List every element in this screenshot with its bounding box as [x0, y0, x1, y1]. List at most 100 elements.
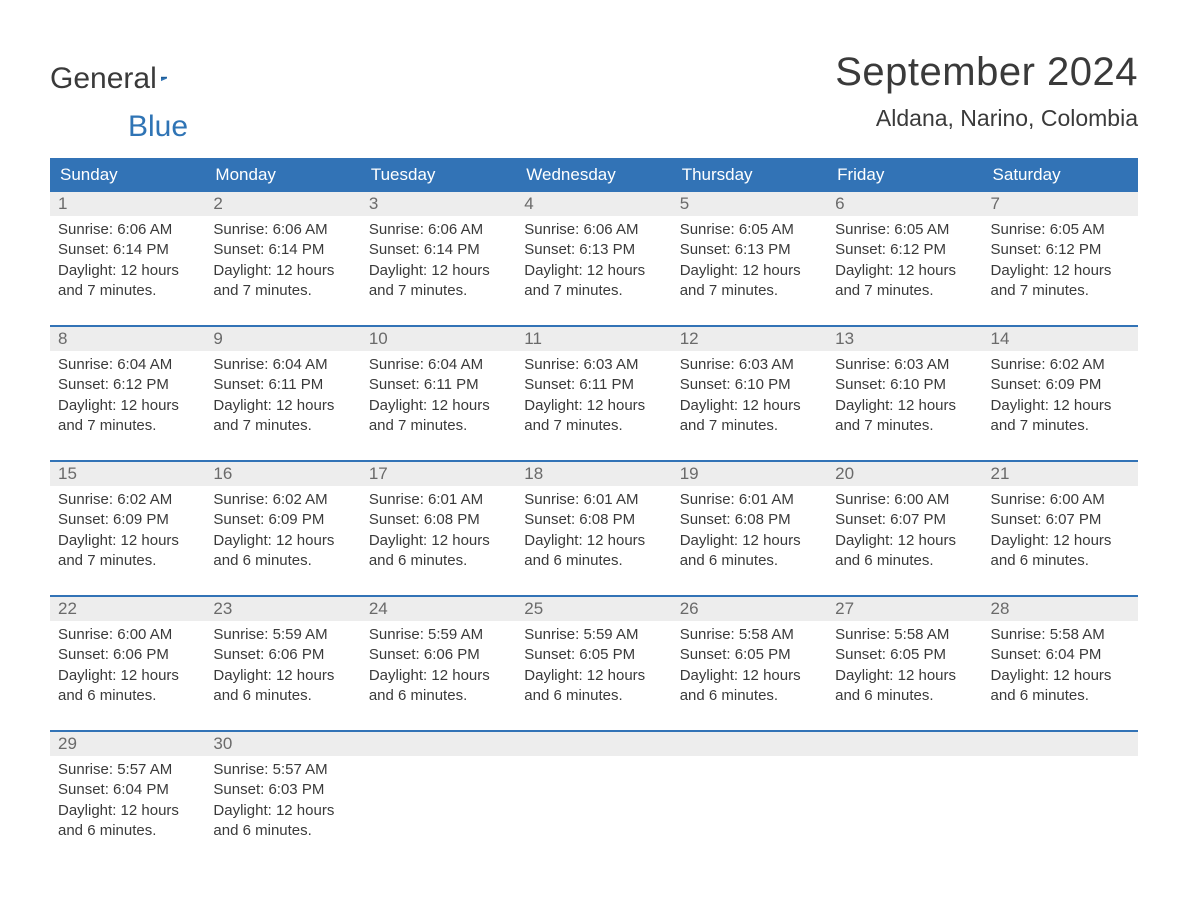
sunrise-text: Sunrise: 6:06 AM	[58, 220, 197, 240]
day-number: 11	[516, 327, 671, 351]
day-number: 5	[672, 192, 827, 216]
day-number: 14	[983, 327, 1138, 351]
day-number: 24	[361, 597, 516, 621]
day-cell: Sunrise: 6:00 AMSunset: 6:07 PMDaylight:…	[983, 486, 1138, 591]
daylight-text-1: Daylight: 12 hours	[369, 531, 508, 551]
sunrise-text: Sunrise: 6:02 AM	[58, 490, 197, 510]
day-number	[516, 732, 671, 756]
daylight-text-2: and 7 minutes.	[524, 281, 663, 301]
daylight-text-1: Daylight: 12 hours	[680, 666, 819, 686]
daylight-text-1: Daylight: 12 hours	[369, 261, 508, 281]
daylight-text-1: Daylight: 12 hours	[213, 531, 352, 551]
day-content-row: Sunrise: 6:02 AMSunset: 6:09 PMDaylight:…	[50, 486, 1138, 591]
sunset-text: Sunset: 6:12 PM	[835, 240, 974, 260]
day-number: 1	[50, 192, 205, 216]
daylight-text-1: Daylight: 12 hours	[991, 396, 1130, 416]
sunset-text: Sunset: 6:10 PM	[680, 375, 819, 395]
day-cell: Sunrise: 5:59 AMSunset: 6:06 PMDaylight:…	[205, 621, 360, 726]
daylight-text-1: Daylight: 12 hours	[213, 396, 352, 416]
day-cell: Sunrise: 6:06 AMSunset: 6:14 PMDaylight:…	[361, 216, 516, 321]
sunrise-text: Sunrise: 6:01 AM	[680, 490, 819, 510]
brand-logo: General	[50, 50, 195, 96]
daylight-text-2: and 7 minutes.	[680, 281, 819, 301]
daylight-text-1: Daylight: 12 hours	[369, 666, 508, 686]
sunset-text: Sunset: 6:06 PM	[213, 645, 352, 665]
day-cell: Sunrise: 6:05 AMSunset: 6:12 PMDaylight:…	[827, 216, 982, 321]
day-cell: Sunrise: 6:03 AMSunset: 6:11 PMDaylight:…	[516, 351, 671, 456]
sunrise-text: Sunrise: 5:57 AM	[213, 760, 352, 780]
day-number: 6	[827, 192, 982, 216]
day-cell: Sunrise: 6:04 AMSunset: 6:12 PMDaylight:…	[50, 351, 205, 456]
day-number: 29	[50, 732, 205, 756]
weekday-header: Tuesday	[361, 158, 516, 192]
week-block: 22232425262728Sunrise: 6:00 AMSunset: 6:…	[50, 595, 1138, 726]
daylight-text-2: and 7 minutes.	[524, 416, 663, 436]
sunset-text: Sunset: 6:08 PM	[524, 510, 663, 530]
day-cell: Sunrise: 5:57 AMSunset: 6:03 PMDaylight:…	[205, 756, 360, 861]
day-number: 28	[983, 597, 1138, 621]
weekday-header: Thursday	[672, 158, 827, 192]
sunrise-text: Sunrise: 6:01 AM	[524, 490, 663, 510]
sunset-text: Sunset: 6:09 PM	[991, 375, 1130, 395]
sunrise-text: Sunrise: 6:06 AM	[369, 220, 508, 240]
day-cell: Sunrise: 5:57 AMSunset: 6:04 PMDaylight:…	[50, 756, 205, 861]
daylight-text-2: and 6 minutes.	[213, 821, 352, 841]
day-cell	[827, 756, 982, 861]
daylight-text-1: Daylight: 12 hours	[524, 531, 663, 551]
daylight-text-2: and 6 minutes.	[213, 551, 352, 571]
daylight-text-2: and 7 minutes.	[369, 281, 508, 301]
day-number: 2	[205, 192, 360, 216]
sunrise-text: Sunrise: 5:59 AM	[524, 625, 663, 645]
week-block: 2930Sunrise: 5:57 AMSunset: 6:04 PMDayli…	[50, 730, 1138, 861]
daylight-text-2: and 7 minutes.	[991, 281, 1130, 301]
daylight-text-2: and 6 minutes.	[991, 686, 1130, 706]
daylight-text-1: Daylight: 12 hours	[213, 261, 352, 281]
week-block: 891011121314Sunrise: 6:04 AMSunset: 6:12…	[50, 325, 1138, 456]
day-number-row: 2930	[50, 732, 1138, 756]
day-number: 26	[672, 597, 827, 621]
day-cell: Sunrise: 6:01 AMSunset: 6:08 PMDaylight:…	[672, 486, 827, 591]
sunset-text: Sunset: 6:13 PM	[524, 240, 663, 260]
day-cell	[672, 756, 827, 861]
day-number: 3	[361, 192, 516, 216]
sunset-text: Sunset: 6:14 PM	[58, 240, 197, 260]
daylight-text-2: and 6 minutes.	[835, 551, 974, 571]
daylight-text-2: and 7 minutes.	[835, 281, 974, 301]
day-number: 13	[827, 327, 982, 351]
daylight-text-2: and 6 minutes.	[524, 551, 663, 571]
daylight-text-1: Daylight: 12 hours	[991, 531, 1130, 551]
day-cell: Sunrise: 6:04 AMSunset: 6:11 PMDaylight:…	[361, 351, 516, 456]
sunset-text: Sunset: 6:09 PM	[213, 510, 352, 530]
day-cell: Sunrise: 6:01 AMSunset: 6:08 PMDaylight:…	[516, 486, 671, 591]
day-cell: Sunrise: 6:03 AMSunset: 6:10 PMDaylight:…	[827, 351, 982, 456]
day-number: 4	[516, 192, 671, 216]
daylight-text-2: and 6 minutes.	[524, 686, 663, 706]
day-number: 8	[50, 327, 205, 351]
daylight-text-1: Daylight: 12 hours	[213, 666, 352, 686]
daylight-text-1: Daylight: 12 hours	[680, 261, 819, 281]
day-number: 9	[205, 327, 360, 351]
day-number: 25	[516, 597, 671, 621]
day-number-row: 1234567	[50, 192, 1138, 216]
day-cell: Sunrise: 5:58 AMSunset: 6:04 PMDaylight:…	[983, 621, 1138, 726]
daylight-text-2: and 6 minutes.	[213, 686, 352, 706]
day-cell	[361, 756, 516, 861]
sunset-text: Sunset: 6:07 PM	[991, 510, 1130, 530]
daylight-text-2: and 6 minutes.	[991, 551, 1130, 571]
day-content-row: Sunrise: 6:06 AMSunset: 6:14 PMDaylight:…	[50, 216, 1138, 321]
day-cell: Sunrise: 5:58 AMSunset: 6:05 PMDaylight:…	[672, 621, 827, 726]
sunset-text: Sunset: 6:14 PM	[213, 240, 352, 260]
daylight-text-1: Daylight: 12 hours	[524, 261, 663, 281]
day-number: 16	[205, 462, 360, 486]
daylight-text-2: and 6 minutes.	[58, 686, 197, 706]
daylight-text-2: and 6 minutes.	[680, 551, 819, 571]
day-content-row: Sunrise: 5:57 AMSunset: 6:04 PMDaylight:…	[50, 756, 1138, 861]
sunrise-text: Sunrise: 6:06 AM	[213, 220, 352, 240]
daylight-text-2: and 6 minutes.	[369, 686, 508, 706]
daylight-text-1: Daylight: 12 hours	[680, 396, 819, 416]
day-number	[983, 732, 1138, 756]
weekday-header: Sunday	[50, 158, 205, 192]
sunrise-text: Sunrise: 5:59 AM	[213, 625, 352, 645]
day-cell: Sunrise: 6:06 AMSunset: 6:14 PMDaylight:…	[50, 216, 205, 321]
daylight-text-1: Daylight: 12 hours	[524, 666, 663, 686]
